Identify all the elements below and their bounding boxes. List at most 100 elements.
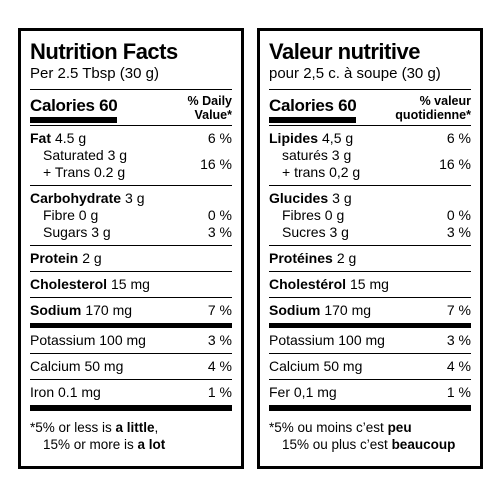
serving-size: pour 2,5 c. à soupe (30 g) xyxy=(269,65,471,90)
nutrient-text: Protein 2 g xyxy=(30,250,102,267)
nutrition-panel: Valeur nutritive pour 2,5 c. à soupe (30 … xyxy=(257,28,483,469)
daily-value: 16 % xyxy=(439,155,471,172)
nutrient-group: Cholesterol 15 mg xyxy=(30,272,232,298)
nutrient-name: Cholesterol xyxy=(30,276,108,292)
nutrient-line: Fer 0,1 mg xyxy=(269,384,337,400)
nutrient-amount: 2 g xyxy=(82,250,102,266)
nutrient-group: Fer 0,1 mg 1 % xyxy=(269,380,471,411)
nutrient-group: Fat 4.5 g 6 % Saturated 3 g + Trans 0.2 g 16 … xyxy=(30,126,232,186)
footnote-text: 15% or more is xyxy=(43,437,138,452)
nutrient-line: Cholestérol 15 mg xyxy=(269,276,389,293)
nutrient-row: Sodium 170 mg 7 % xyxy=(269,302,471,319)
nutrient-row: Protein 2 g xyxy=(30,250,232,267)
calories: Calories 60 xyxy=(30,96,118,123)
calories-row: Calories 60 % valeur quotidienne* xyxy=(269,90,471,126)
nutrient-row: Potassium 100 mg 3 % xyxy=(269,332,471,349)
nutrient-line: Potassium 100 mg xyxy=(30,332,146,348)
nutrient-name: Protéines xyxy=(269,250,333,266)
calories-row: Calories 60 % Daily Value* xyxy=(30,90,232,126)
heading-line: % valeur xyxy=(419,94,471,108)
nutrient-group: Potassium 100 mg 3 % xyxy=(269,328,471,354)
nutrient-text: Cholesterol 15 mg xyxy=(30,276,150,293)
nutrient-text: Potassium 100 mg xyxy=(269,332,385,349)
sub-nutrient: + Trans 0.2 g xyxy=(43,164,126,180)
nutrient-line: Cholesterol 15 mg xyxy=(30,276,150,293)
nutrient-text: Calcium 50 mg xyxy=(30,358,123,375)
footnote-text: 15% ou plus c’est xyxy=(282,437,392,452)
nutrient-row: saturés 3 g + trans 0,2 g 16 % xyxy=(269,147,471,181)
nutrient-line: Protéines 2 g xyxy=(269,250,356,267)
nutrient-line: Glucides 3 g xyxy=(269,190,352,207)
nutrient-amount: 170 mg xyxy=(324,302,372,318)
daily-value: 3 % xyxy=(207,332,232,348)
nutrient-amount: 3 g xyxy=(332,190,352,206)
nutrient-row: Fibre 0 g 0 % xyxy=(30,207,232,224)
footnote-line: 15% ou plus c’est beaucoup xyxy=(269,436,471,453)
nutrient-group: Iron 0.1 mg 1 % xyxy=(30,380,232,411)
footnote-text: *5% ou moins c’est xyxy=(269,420,388,435)
nutrient-row: Saturated 3 g + Trans 0.2 g 16 % xyxy=(30,147,232,181)
footnote-text: peu xyxy=(387,420,412,435)
nutrient-line: Calcium 50 mg xyxy=(269,358,363,374)
nutrient-text: Potassium 100 mg xyxy=(30,332,146,349)
nutrient-row: Potassium 100 mg 3 % xyxy=(30,332,232,349)
nutrient-amount: 4.5 g xyxy=(55,130,87,146)
nutrient-text: Fer 0,1 mg xyxy=(269,384,337,401)
nutrient-text: Glucides 3 g xyxy=(269,190,352,207)
nutrient-text: Sucres 3 g xyxy=(269,224,349,241)
footnote-text: beaucoup xyxy=(391,437,456,452)
daily-value: 0 % xyxy=(446,207,471,223)
nutrient-row: Iron 0.1 mg 1 % xyxy=(30,384,232,401)
sub-nutrient: Sugars 3 g xyxy=(43,224,111,240)
daily-value: 6 % xyxy=(207,130,232,146)
nutrient-name: Cholestérol xyxy=(269,276,347,292)
daily-value-heading: % Daily Value* xyxy=(188,94,232,122)
nutrient-text: Fat 4.5 g xyxy=(30,130,86,147)
nutrient-row: Fer 0,1 mg 1 % xyxy=(269,384,471,401)
title: Nutrition Facts xyxy=(30,39,178,64)
nutrient-name: Protein xyxy=(30,250,79,266)
nutrient-line: Iron 0.1 mg xyxy=(30,384,101,400)
nutrient-text: Sodium 170 mg xyxy=(269,302,371,319)
nutrient-name: Sodium xyxy=(30,302,82,318)
nutrient-row: Lipides 4,5 g 6 % xyxy=(269,130,471,147)
nutrient-group: Glucides 3 g Fibres 0 g 0 % Sucres 3 g 3 % xyxy=(269,186,471,246)
nutrient-amount: 170 mg xyxy=(85,302,133,318)
footnote: *5% ou moins c’est peu 15% ou plus c’est … xyxy=(269,411,471,453)
daily-value: 1 % xyxy=(446,384,471,400)
nutrient-name: Lipides xyxy=(269,130,319,146)
nutrient-line: Potassium 100 mg xyxy=(269,332,385,348)
nutrient-text: saturés 3 g + trans 0,2 g xyxy=(269,147,360,181)
nutrient-text: Protéines 2 g xyxy=(269,250,356,267)
nutrient-amount: 3 g xyxy=(125,190,145,206)
nutrition-panel: Nutrition Facts Per 2.5 Tbsp (30 g) Calori… xyxy=(18,28,244,469)
sub-nutrient: + trans 0,2 g xyxy=(282,164,361,180)
sub-nutrient: Saturated 3 g xyxy=(43,147,128,163)
nutrient-row: Fat 4.5 g 6 % xyxy=(30,130,232,147)
nutrient-name: Glucides xyxy=(269,190,329,206)
daily-value: 7 % xyxy=(207,302,232,318)
footnote-text: a little xyxy=(115,420,155,435)
calories: Calories 60 xyxy=(269,96,357,123)
footnote-text: , xyxy=(154,420,159,435)
daily-value: 1 % xyxy=(207,384,232,400)
nutrient-line: Sodium 170 mg xyxy=(269,302,371,319)
nutrient-row: Glucides 3 g xyxy=(269,190,471,207)
nutrient-row: Calcium 50 mg 4 % xyxy=(269,358,471,375)
nutrient-row: Protéines 2 g xyxy=(269,250,471,267)
nutrient-amount: 15 mg xyxy=(111,276,150,292)
serving-size: Per 2.5 Tbsp (30 g) xyxy=(30,65,232,90)
nutrient-amount: 4,5 g xyxy=(322,130,354,146)
nutrient-row: Cholesterol 15 mg xyxy=(30,276,232,293)
nutrient-text: Carbohydrate 3 g xyxy=(30,190,145,207)
nutrient-row: Sugars 3 g 3 % xyxy=(30,224,232,241)
nutrient-text: Calcium 50 mg xyxy=(269,358,362,375)
footnote-line: 15% or more is a lot xyxy=(30,436,232,453)
nutrient-text: Iron 0.1 mg xyxy=(30,384,101,401)
daily-value: 6 % xyxy=(446,130,471,146)
heading-line: Value* xyxy=(194,108,232,122)
sub-nutrient: Sucres 3 g xyxy=(282,224,349,240)
nutrient-text: Fibre 0 g xyxy=(30,207,98,224)
daily-value: 3 % xyxy=(207,224,232,240)
nutrient-group: Calcium 50 mg 4 % xyxy=(269,354,471,380)
